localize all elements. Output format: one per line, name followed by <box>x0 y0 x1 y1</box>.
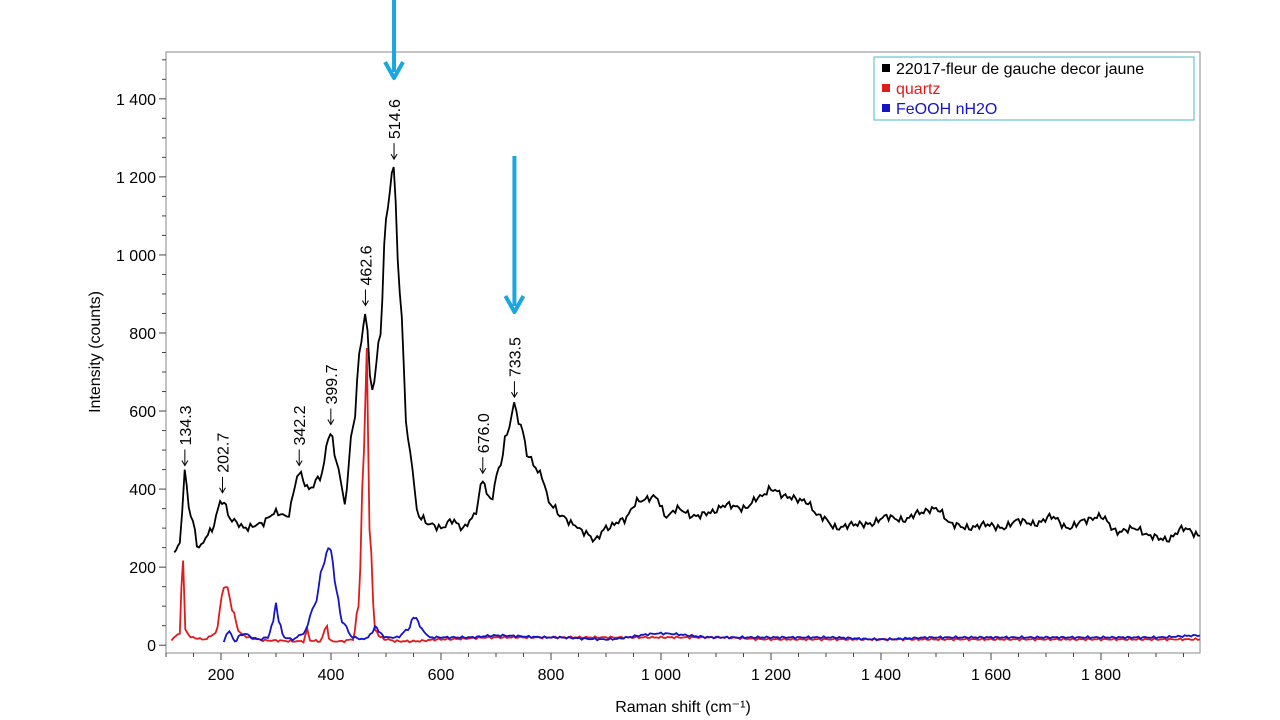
plot-area-frame <box>165 51 1201 654</box>
peak-marker-arrowhead <box>181 460 189 467</box>
y-tick-label: 1 200 <box>116 170 156 187</box>
series-lines <box>170 166 1200 644</box>
legend-swatch <box>882 84 890 92</box>
y-tick-label: 400 <box>129 482 156 499</box>
legend-box <box>873 56 1195 121</box>
peak-marker-arrowhead <box>327 419 335 426</box>
y-tick-label: 200 <box>129 560 156 577</box>
x-tick-label: 1 400 <box>861 667 901 684</box>
peak-marker-arrowhead <box>362 300 369 307</box>
x-tick-label: 600 <box>428 667 455 684</box>
legend-label: FeOOH nH2O <box>896 101 997 118</box>
peak-label: 676.0 <box>476 413 493 453</box>
peak-label: 514.6 <box>387 99 404 139</box>
x-tick-label: 1 600 <box>971 667 1011 684</box>
legend-label: quartz <box>896 81 940 98</box>
peak-marker-arrowhead <box>510 391 518 399</box>
axes: 0 200 400 600 800 1 000 1 200 1 400 200 400 600 800… <box>116 59 1184 684</box>
peak-label: 399.7 <box>324 364 341 404</box>
y-tick-label: 600 <box>129 404 156 421</box>
legend-swatch <box>882 104 890 112</box>
peak-label: 733.5 <box>507 337 524 377</box>
x-tick-label: 400 <box>318 667 345 684</box>
legend-label: 22017-fleur de gauche decor jaune <box>896 61 1144 78</box>
x-tick-label: 1 000 <box>641 667 681 684</box>
y-axis-title: Intensity (counts) <box>87 291 104 413</box>
peak-marker-arrowhead <box>479 468 487 475</box>
peak-label: 202.7 <box>215 433 232 473</box>
y-tick-label: 1 400 <box>116 92 156 109</box>
highlight-arrows <box>383 0 526 314</box>
x-tick-label: 1 800 <box>1081 667 1121 684</box>
peak-label: 462.6 <box>358 245 375 285</box>
legend-swatch <box>882 64 890 72</box>
y-tick-label: 0 <box>147 638 156 655</box>
peak-marker-arrowhead <box>295 460 303 467</box>
highlight-arrow-head <box>383 61 405 80</box>
x-axis-title: Raman shift (cm⁻¹) <box>615 699 751 716</box>
x-tick-label: 200 <box>208 667 235 684</box>
series-line-3 <box>222 547 1200 643</box>
x-tick-label: 800 <box>538 667 565 684</box>
peak-labels: 134.3 202.7 342.2 399.7 462.6 514.6 676.0 733.5 <box>178 99 524 494</box>
legend: 22017-fleur de gauche decor jaune quartz F… <box>873 56 1195 121</box>
peak-label: 134.3 <box>178 405 195 445</box>
series-line-2 <box>170 347 1200 644</box>
peak-marker-arrowhead <box>219 487 226 494</box>
series-line-1 <box>173 166 1200 553</box>
highlight-arrow-head <box>503 295 526 314</box>
y-tick-label: 1 000 <box>116 248 156 265</box>
peak-label: 342.2 <box>292 405 309 445</box>
x-tick-label: 1 200 <box>751 667 791 684</box>
peak-marker-arrowhead <box>390 153 398 161</box>
y-tick-label: 800 <box>129 326 156 343</box>
